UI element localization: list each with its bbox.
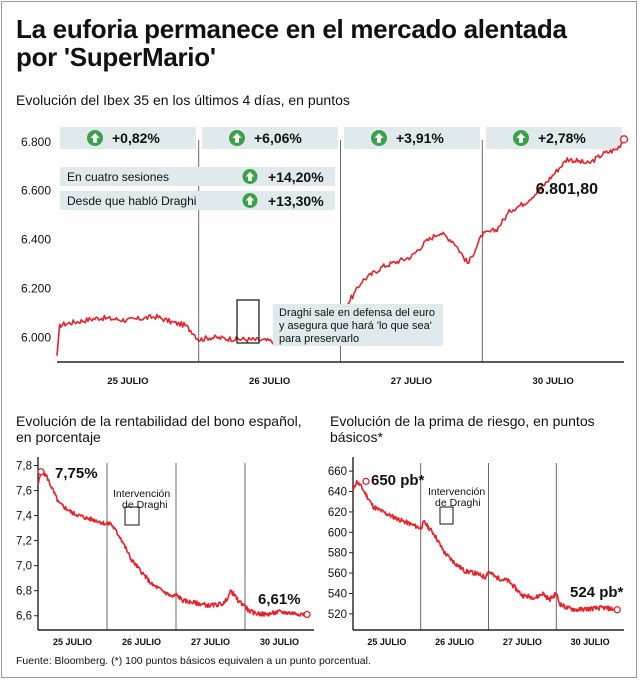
bond-ytick-label: 7,6 xyxy=(16,486,32,498)
bond-ytick-label: 6,6 xyxy=(16,611,32,623)
ibex-annotation-text: para preservarlo xyxy=(279,333,359,345)
bond-category-label: 26 JULIO xyxy=(122,637,161,647)
ibex-category-label: 27 JULIO xyxy=(391,376,432,387)
risk-ytick-label: 600 xyxy=(328,527,347,539)
bond-ytick-label: 6,8 xyxy=(16,586,32,598)
ibex-info-value: +13,30% xyxy=(268,193,324,209)
ibex-ytick-label: 6.200 xyxy=(21,281,51,295)
up-arrow-icon xyxy=(371,130,387,146)
main-chart-title: Evolución del Ibex 35 en los últimos 4 d… xyxy=(16,92,350,108)
bond-category-label: 25 JULIO xyxy=(53,637,92,647)
risk-ytick-label: 660 xyxy=(328,466,347,478)
bond-last-point xyxy=(303,610,311,619)
ibex-category-label: 26 JULIO xyxy=(249,376,290,387)
risk-category-label: 26 JULIO xyxy=(435,637,474,647)
ibex-ytick-label: 6.400 xyxy=(21,233,51,247)
risk-category-label: 27 JULIO xyxy=(503,637,542,647)
ibex-last-point xyxy=(619,135,629,144)
risk-ytick-label: 580 xyxy=(328,548,347,560)
bond-last-value: 6,61% xyxy=(258,591,301,608)
ibex-info-label: En cuatro sesiones xyxy=(67,170,169,184)
risk-ytick-label: 620 xyxy=(328,507,347,519)
risk-category-label: 25 JULIO xyxy=(367,637,406,647)
risk-ytick-label: 520 xyxy=(328,609,347,621)
ibex-day-change: +0,82% xyxy=(112,130,160,146)
ibex-day-change: +3,91% xyxy=(396,130,444,146)
risk-ytick-label: 560 xyxy=(328,568,347,580)
bond-draghi-box xyxy=(124,506,140,526)
page-title: La euforia permanece en el mercado alent… xyxy=(16,14,567,72)
risk-annotation-line1: Intervención xyxy=(428,486,485,498)
up-arrow-icon xyxy=(242,193,258,208)
up-arrow-icon xyxy=(87,130,103,146)
risk-last-value: 524 pb* xyxy=(570,584,624,601)
up-arrow-icon xyxy=(513,130,529,146)
risk-draghi-box xyxy=(439,506,454,525)
bond-series-line xyxy=(37,470,308,617)
bond-ytick-label: 7,0 xyxy=(16,561,32,573)
risk-ytick-label: 540 xyxy=(328,588,347,600)
risk-category-label: 30 JULIO xyxy=(571,637,610,647)
bond-ytick-label: 7,2 xyxy=(16,536,32,548)
bond-ytick-label: 7,4 xyxy=(16,511,33,523)
ibex-ytick-label: 6.000 xyxy=(21,330,51,344)
ibex-category-label: 30 JULIO xyxy=(533,376,574,387)
ibex-info-row xyxy=(60,191,335,210)
ibex-last-value: 6.801,80 xyxy=(536,181,598,198)
risk-series-line xyxy=(352,479,618,613)
ibex-ytick-label: 6.800 xyxy=(21,135,51,149)
risk-chart-title: Evolución de la prima de riesgo, en punt… xyxy=(330,413,595,445)
bond-category-label: 30 JULIO xyxy=(260,637,299,647)
bond-ytick-label: 7,8 xyxy=(16,461,32,473)
bond-annotation-line2: de Draghi xyxy=(122,499,168,511)
ibex-ytick-label: 6.600 xyxy=(21,184,51,198)
ibex-annotation-text: y asegura que hará 'lo que sea' xyxy=(279,320,432,332)
bond-annotation-line1: Intervención xyxy=(113,488,170,500)
up-arrow-icon xyxy=(229,130,245,146)
ibex-category-label: 25 JULIO xyxy=(107,376,148,387)
bond-chart-title: Evolución de la rentabilidad del bono es… xyxy=(16,413,302,445)
ibex-day-change: +6,06% xyxy=(254,130,302,146)
bond-start-value: 7,75% xyxy=(55,465,98,482)
ibex-annotation-text: Draghi sale en defensa del euro xyxy=(279,307,435,319)
ibex-day-change: +2,78% xyxy=(538,130,586,146)
risk-start-value: 650 pb* xyxy=(371,472,425,489)
ibex-annotation-box xyxy=(273,304,443,346)
risk-start-point xyxy=(362,477,370,485)
ibex-info-row xyxy=(60,167,335,186)
ibex-info-value: +14,20% xyxy=(268,169,324,185)
source-note: Fuente: Bloomberg. (*) 100 puntos básico… xyxy=(16,655,371,667)
bond-start-point xyxy=(37,468,45,476)
ibex-info-label: Desde que habló Draghi xyxy=(67,194,196,208)
up-arrow-icon xyxy=(242,169,258,184)
risk-last-point xyxy=(613,606,621,614)
risk-annotation-line2: de Draghi xyxy=(435,497,481,509)
risk-ytick-label: 640 xyxy=(328,487,347,499)
draghi-highlight-box xyxy=(236,299,260,344)
bond-category-label: 27 JULIO xyxy=(191,637,230,647)
